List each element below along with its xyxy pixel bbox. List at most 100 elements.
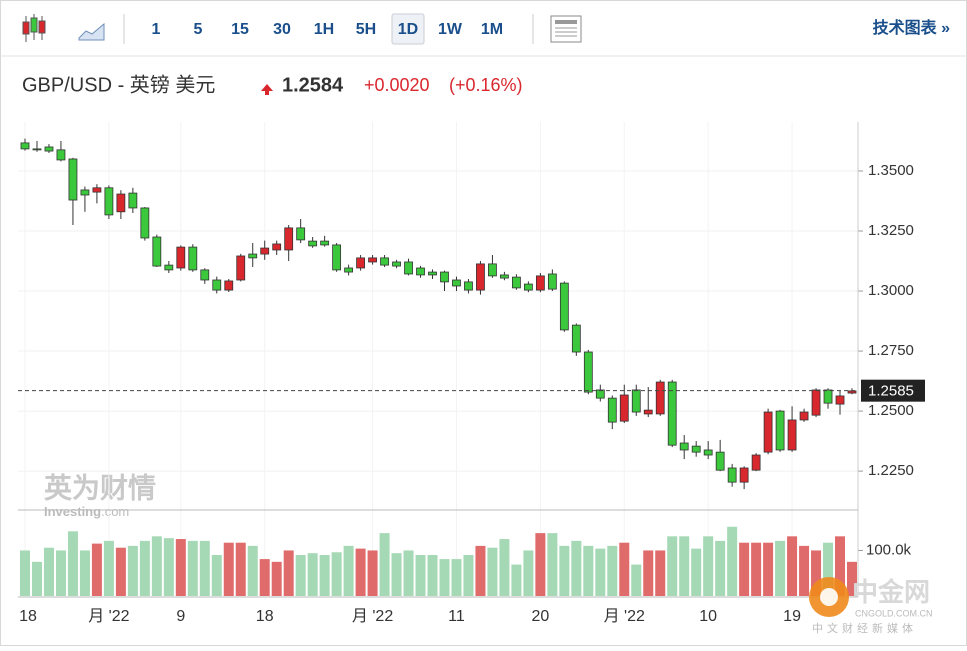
x-tick-label: 9 — [176, 608, 185, 625]
up-arrow — [261, 84, 273, 95]
tech-chart-link[interactable]: 技术图表 » — [873, 18, 950, 37]
interval-button[interactable]: 15 — [231, 21, 249, 38]
interval-button[interactable]: 1M — [481, 21, 503, 38]
candle-body — [152, 236, 162, 267]
candle-body — [332, 244, 342, 271]
interval-button[interactable]: 1D — [398, 21, 418, 38]
volume-bar — [235, 542, 246, 596]
volume-bar — [211, 555, 222, 596]
watermark-site: Investing.com — [44, 504, 129, 519]
candle-body — [356, 257, 365, 269]
volume-bar — [823, 542, 834, 596]
candle-body — [308, 240, 318, 247]
interval-button[interactable]: 1W — [438, 21, 463, 38]
candle-body — [595, 389, 605, 399]
candle-body — [380, 257, 389, 266]
volume-bar — [415, 555, 426, 596]
candle-body — [847, 390, 857, 394]
price: 1.2584 — [282, 74, 344, 96]
volume-bar — [583, 545, 594, 596]
area-icon[interactable] — [78, 22, 105, 41]
candle-icon[interactable] — [22, 14, 46, 42]
candle-body — [428, 271, 437, 276]
candle-body — [68, 158, 78, 201]
volume-bar — [775, 540, 786, 596]
volume-bar — [523, 550, 534, 596]
volume-bar — [199, 540, 210, 596]
candle-body — [787, 419, 797, 451]
candle-body — [236, 255, 246, 281]
candle-body — [559, 282, 569, 331]
logo-tag: 中文财经新媒体 — [812, 621, 917, 635]
candle-body — [440, 271, 449, 283]
volume-bar — [67, 531, 78, 596]
volume-bar — [619, 542, 630, 596]
current-price-label: 1.2585 — [868, 383, 914, 400]
volume-bar — [451, 559, 462, 596]
change: +0.0020 — [364, 75, 430, 95]
x-tick-label: 11 — [448, 608, 465, 625]
volume-bar — [559, 545, 570, 596]
candle-body — [176, 246, 186, 269]
y-tick-label: 1.3000 — [868, 282, 914, 299]
volume-bar — [487, 547, 498, 596]
candle-body — [104, 187, 114, 216]
interval-button[interactable]: 1 — [152, 21, 161, 38]
change-pct: (+0.16%) — [449, 75, 523, 95]
candle-body — [835, 395, 845, 405]
volume-bar — [799, 545, 810, 596]
candle-body — [679, 442, 689, 451]
volume-bar — [667, 536, 678, 596]
candle-body — [200, 269, 210, 281]
volume-bar — [127, 545, 138, 596]
volume-bar — [835, 536, 846, 596]
volume-bar — [163, 538, 174, 596]
candle-body — [703, 449, 713, 456]
volume-bar — [355, 548, 366, 596]
candle-body — [775, 410, 785, 451]
volume-bar — [247, 545, 258, 596]
interval-selected — [391, 13, 425, 45]
candle-body — [799, 411, 809, 421]
interval-button[interactable]: 5 — [194, 21, 203, 38]
candle-body — [751, 454, 761, 471]
interval-button[interactable]: 1H — [314, 21, 334, 38]
candle-body — [116, 193, 126, 213]
candle-body — [547, 273, 557, 290]
candle-body — [416, 267, 425, 276]
candle-body — [667, 381, 677, 446]
candle-body — [631, 389, 641, 413]
y-tick-label: 1.3250 — [868, 222, 914, 239]
y-tick-label: 1.2750 — [868, 342, 914, 359]
watermark-brand: 英为财情 — [44, 472, 156, 503]
candle-body — [128, 192, 138, 209]
volume-bar — [787, 536, 798, 596]
candle-body — [44, 146, 54, 152]
volume-bar — [331, 552, 342, 596]
candle-body — [823, 389, 833, 404]
volume-bar — [43, 547, 54, 596]
volume-bar — [115, 547, 126, 596]
candle-body — [392, 261, 401, 267]
volume-bar — [679, 536, 690, 596]
interval-button[interactable]: 5H — [356, 21, 376, 38]
candle-body — [368, 257, 377, 263]
watermark-site-suffix: .com — [101, 504, 129, 519]
volume-bar — [175, 539, 186, 596]
volume-bar — [475, 545, 486, 596]
candle-body — [500, 274, 509, 279]
candle-body — [296, 227, 306, 241]
volume-bar — [283, 550, 294, 596]
candle-body — [452, 279, 461, 287]
candle-body — [164, 264, 174, 271]
interval-button[interactable]: 30 — [273, 21, 291, 38]
volume-bar — [343, 545, 354, 596]
x-tick-label: 18 — [256, 608, 274, 625]
watermark-site-name: Investing — [44, 504, 101, 519]
candle-body — [260, 247, 270, 255]
x-tick-label: 10 — [699, 608, 717, 625]
volume-bar — [727, 526, 738, 596]
candle-body — [284, 227, 294, 251]
table-icon[interactable] — [550, 15, 582, 43]
